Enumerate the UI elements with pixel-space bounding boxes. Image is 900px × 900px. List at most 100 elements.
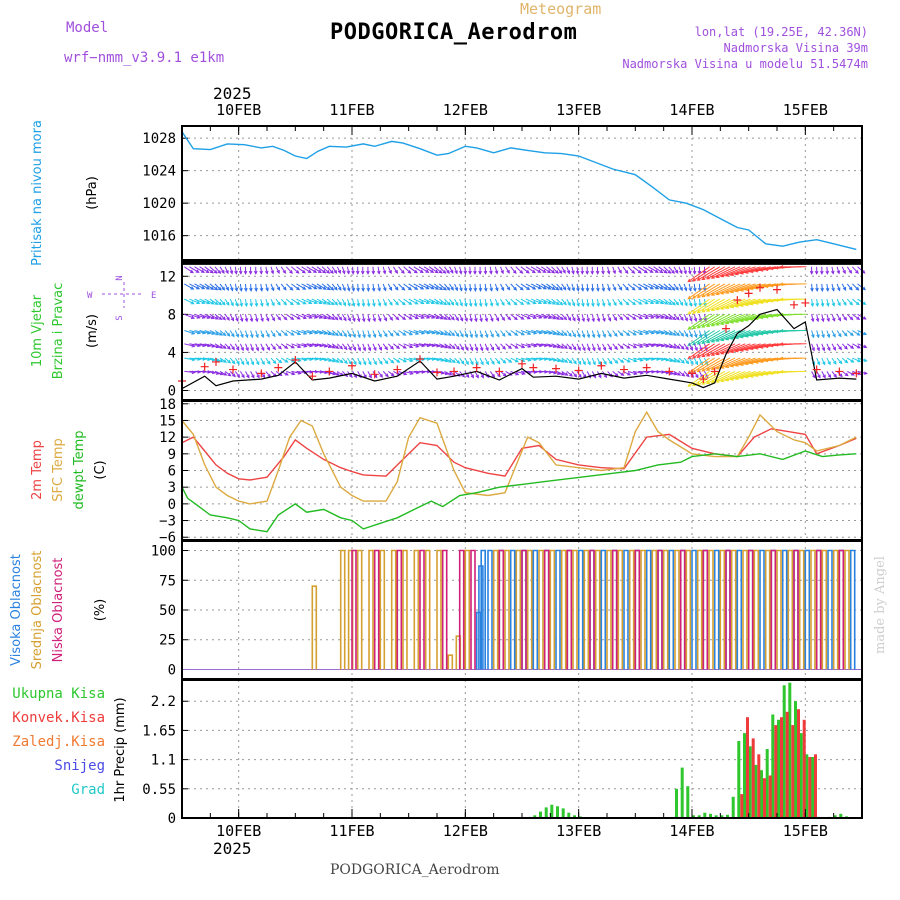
wind-arrow xyxy=(525,283,536,290)
wind-arrow xyxy=(469,314,473,322)
wind-arrow-head xyxy=(272,360,277,365)
wind-arrow xyxy=(449,313,455,321)
wind-arrow-head xyxy=(699,347,703,352)
wind-arrow xyxy=(673,313,680,320)
wind-arrow xyxy=(683,330,689,337)
wind-arrow xyxy=(658,343,669,348)
wind-arrow xyxy=(484,299,487,307)
cloud-bar xyxy=(821,549,828,670)
wind-arrow xyxy=(627,298,636,305)
wind-arrow-head xyxy=(833,360,837,365)
wind-arrow xyxy=(337,370,344,376)
wind-arrow xyxy=(673,283,679,291)
wind-arrow xyxy=(291,266,300,274)
wind-arrow xyxy=(520,283,530,290)
wind-arrow xyxy=(219,357,227,363)
wind-arrow-head xyxy=(569,373,573,377)
wind-arrow-head xyxy=(260,334,265,339)
wind-arrow-head xyxy=(812,374,816,379)
wind-arrow xyxy=(561,357,568,363)
wind-arrow xyxy=(663,370,673,375)
wind-arrow xyxy=(255,357,260,365)
wind-arrow-head xyxy=(654,269,659,273)
wind-arrow-head xyxy=(825,270,830,275)
wind-arrow-head xyxy=(774,265,779,270)
wind-arrow xyxy=(372,299,375,307)
precip-bar xyxy=(556,806,559,818)
wind-arrow xyxy=(209,343,219,348)
wind-arrow-head xyxy=(612,270,616,275)
wind-gust-mark xyxy=(688,369,696,378)
wind-arrow-head xyxy=(308,286,313,290)
wind-arrow xyxy=(500,314,505,321)
wind-arrow xyxy=(571,357,577,364)
wind-arrow-head xyxy=(831,302,836,307)
cloud-bar xyxy=(798,549,805,670)
wind-arrow xyxy=(821,371,826,378)
wind-arrow-head xyxy=(705,308,710,312)
wind-arrow-head xyxy=(821,347,826,352)
wind-arrow xyxy=(403,313,413,320)
wind-arrow xyxy=(658,313,669,319)
wind-arrow xyxy=(418,298,430,304)
wind-arrow-head xyxy=(469,334,473,339)
wind-arrow xyxy=(464,330,468,338)
wind-arrow-head xyxy=(206,300,211,305)
wind-arrow xyxy=(607,330,612,337)
wind-arrow xyxy=(495,357,501,364)
wind-arrow-head xyxy=(501,302,505,307)
wind-arrow xyxy=(653,298,664,304)
wind-arrow xyxy=(433,298,443,305)
wind-arrow-head xyxy=(361,287,365,293)
wind-arrow xyxy=(663,266,671,274)
wind-arrow xyxy=(352,330,356,338)
x-day-label-bottom: 15FEB xyxy=(783,822,828,840)
wind-arrow xyxy=(199,343,211,347)
wind-gust-mark xyxy=(393,365,402,374)
wind-arrow xyxy=(536,330,547,334)
wind-arrow-head xyxy=(562,286,567,291)
wind-arrow xyxy=(306,313,318,319)
wind-arrow xyxy=(270,314,275,321)
wind-arrow xyxy=(418,266,429,273)
wind-arrow-head xyxy=(779,369,784,374)
wind-arrow xyxy=(449,298,455,306)
wind-arrow xyxy=(551,298,560,305)
wind-arrow xyxy=(194,330,206,334)
wind-arrow-head xyxy=(563,345,568,349)
wind-arrow-head xyxy=(494,270,499,275)
wind-gust-mark xyxy=(325,367,334,376)
wind-arrow-head xyxy=(260,318,264,323)
wind-arrow xyxy=(692,298,715,314)
wind-arrow xyxy=(443,266,450,274)
x-day-label-bottom: 11FEB xyxy=(329,822,374,840)
wind-arrow-head xyxy=(724,305,730,309)
wind-arrow xyxy=(494,283,499,291)
precip-bar xyxy=(680,767,684,818)
wind-arrow-head xyxy=(701,309,706,313)
wind-arrow-head xyxy=(496,360,501,365)
wind-arrow xyxy=(255,314,258,322)
wind-arrow-head xyxy=(525,269,530,274)
wind-arrow-head xyxy=(844,359,849,364)
y-tick-label: 12 xyxy=(159,269,176,285)
wind-arrow-head xyxy=(506,286,511,291)
wind-arrow xyxy=(663,343,673,348)
wind-arrow-head xyxy=(218,301,223,306)
wind-arrow-head xyxy=(256,374,260,379)
wind-arrow-head xyxy=(537,269,542,273)
wind-arrow xyxy=(546,313,556,320)
wind-arrow xyxy=(413,330,425,334)
wind-gust-mark xyxy=(699,375,708,384)
wind-arrow-head xyxy=(402,345,407,349)
wind-arrow xyxy=(428,313,439,319)
wind-arrow-head xyxy=(774,329,779,334)
cloud-bar xyxy=(356,549,363,670)
wind-arrow-head xyxy=(739,334,744,339)
wind-arrow xyxy=(275,370,282,376)
precip-bar xyxy=(771,714,775,818)
wind-arrow xyxy=(556,343,564,349)
wind-arrow xyxy=(693,371,699,378)
cloud-bar xyxy=(696,549,703,670)
wind-arrow xyxy=(331,330,339,336)
